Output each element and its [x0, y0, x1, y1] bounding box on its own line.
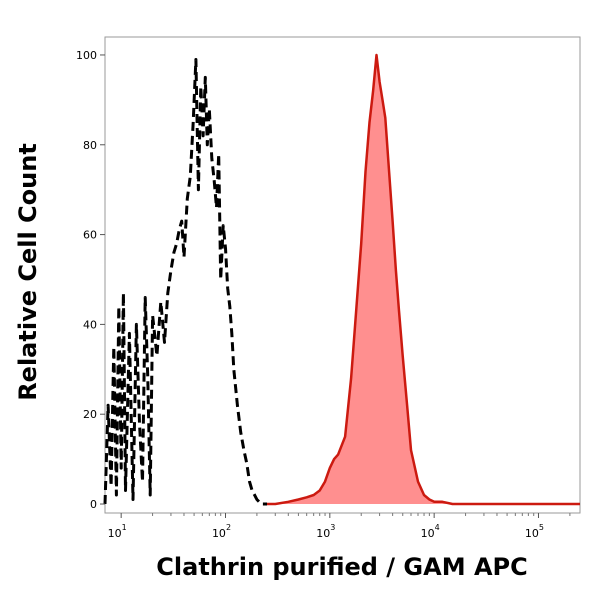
- y-tick-label: 60: [83, 229, 97, 242]
- x-tick-label: 105: [525, 523, 544, 540]
- x-tick-label: 101: [108, 523, 127, 540]
- x-axis: 101 102 103 104 105: [108, 513, 571, 540]
- y-tick-label: 0: [90, 498, 97, 511]
- x-tick-label: 102: [212, 523, 231, 540]
- y-axis: 0 20 40 60 80 100: [76, 49, 105, 511]
- x-tick-label: 104: [421, 523, 440, 540]
- y-tick-label: 100: [76, 49, 97, 62]
- series-layer: [103, 53, 580, 506]
- series-1-line: [103, 58, 267, 506]
- plot-frame: [104, 36, 581, 514]
- y-tick-label: 80: [83, 139, 97, 152]
- y-axis-title: Relative Cell Count: [14, 143, 42, 401]
- x-axis-title: Clathrin purified / GAM APC: [156, 553, 527, 581]
- series-2-fill: [267, 55, 580, 504]
- y-tick-label: 40: [83, 318, 97, 331]
- y-tick-label: 20: [83, 408, 97, 421]
- series-2-line: [267, 53, 580, 506]
- x-tick-label: 103: [316, 523, 335, 540]
